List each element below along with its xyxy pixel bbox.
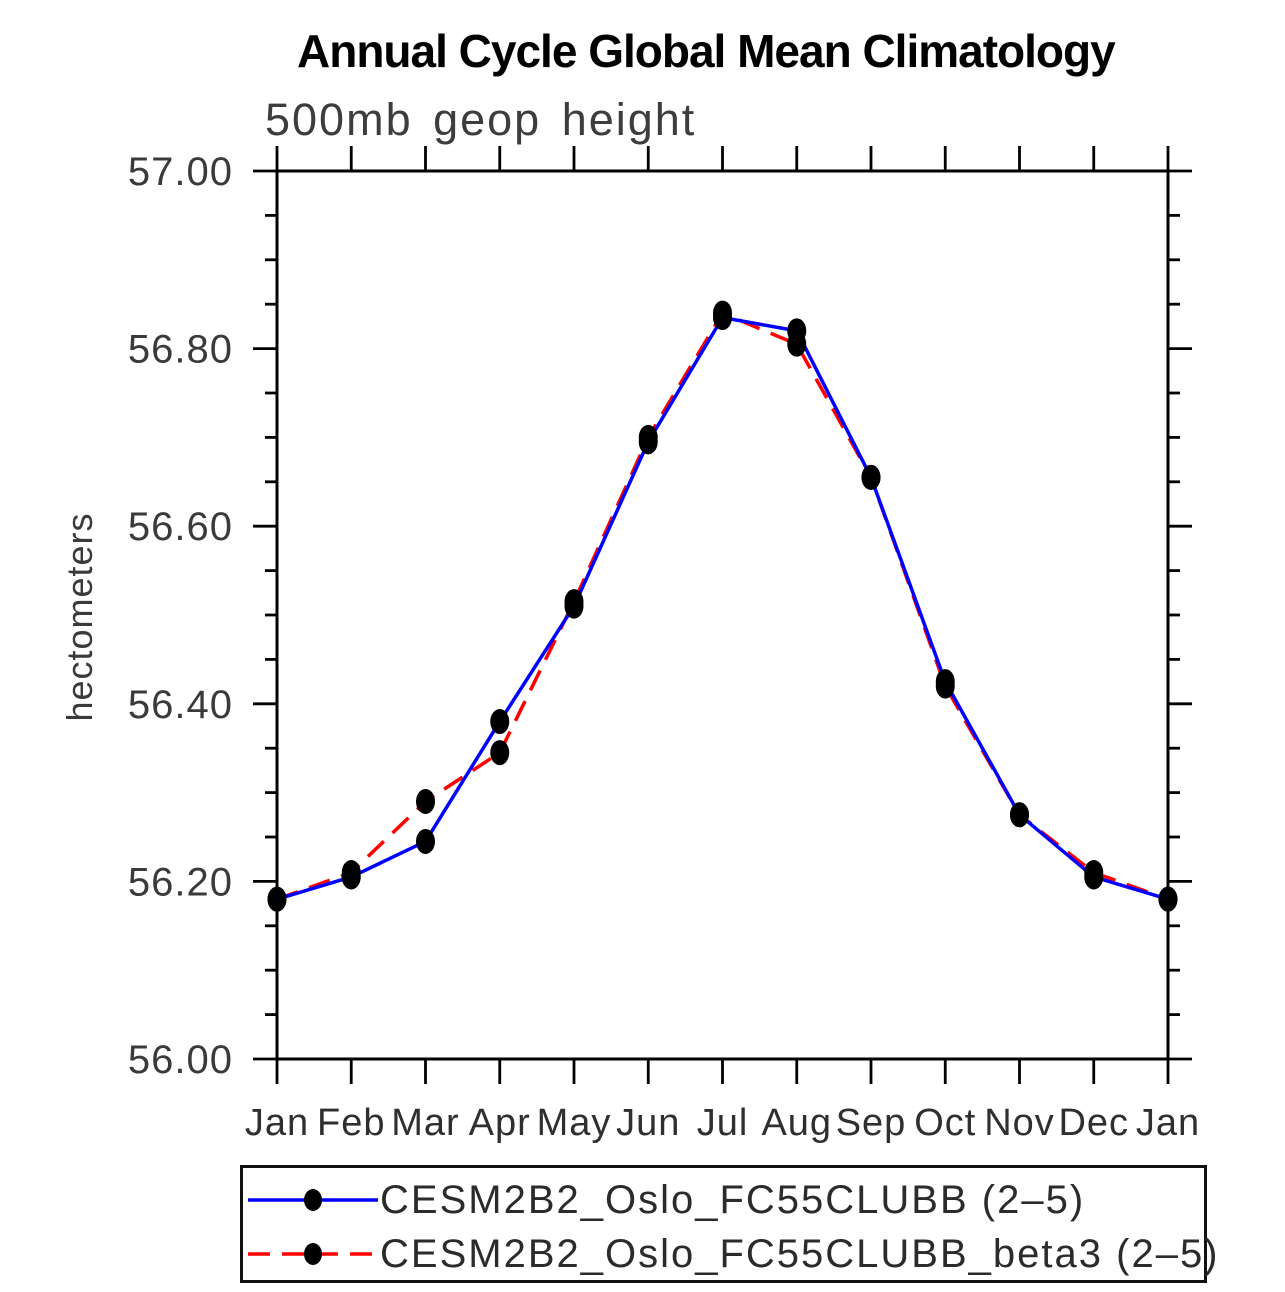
y-tick-label: 57.00 — [128, 150, 233, 194]
y-tick-label: 56.20 — [128, 860, 233, 904]
data-point-marker — [490, 740, 510, 766]
data-point-marker — [713, 300, 732, 326]
x-tick-label: Feb — [317, 1102, 385, 1144]
chart-title: Annual Cycle Global Mean Climatology — [297, 25, 1116, 77]
legend-label-blue: CESM2B2_Oslo_FC55CLUBB (2–5) — [380, 1177, 1086, 1222]
x-tick-label: Oct — [914, 1102, 976, 1144]
series-line-solid — [276, 315, 1169, 901]
y-tick-label: 56.40 — [128, 683, 233, 727]
x-tick-label: Aug — [761, 1102, 832, 1144]
data-point-marker — [490, 709, 510, 735]
legend-box: CESM2B2_Oslo_FC55CLUBB (2–5) CESM2B2_Osl… — [240, 1165, 1218, 1283]
legend-swatch-blue-solid-line — [248, 1189, 378, 1211]
data-point-marker — [787, 331, 807, 357]
x-tick-label: Dec — [1058, 1102, 1129, 1144]
data-point-marker — [861, 464, 881, 490]
x-tick-label: Mar — [391, 1102, 459, 1144]
y-axis-title: hectometers — [59, 512, 100, 721]
x-tick-label: Apr — [469, 1102, 531, 1144]
legend-swatch-red-dashed-line — [248, 1243, 378, 1265]
x-tick-label: Nov — [984, 1102, 1055, 1144]
y-tick-label: 56.60 — [128, 505, 233, 549]
data-point-marker — [1084, 860, 1104, 886]
legend-marker-dot — [304, 1189, 322, 1211]
data-point-marker — [935, 673, 955, 699]
x-tick-label: Jan — [245, 1102, 309, 1144]
data-point-marker — [1158, 886, 1178, 912]
legend-marker-dot — [304, 1243, 322, 1265]
x-tick-label: Jul — [697, 1102, 749, 1144]
chart-subtitle: 500mb geop height — [265, 94, 697, 145]
data-point-marker — [267, 886, 287, 912]
data-point-marker — [341, 860, 361, 886]
x-tick-label: Jan — [1136, 1102, 1200, 1144]
legend-item-blue: CESM2B2_Oslo_FC55CLUBB (2–5) — [248, 1176, 1085, 1224]
data-point-marker — [1010, 802, 1029, 828]
legend-item-red: CESM2B2_Oslo_FC55CLUBB_beta3 (2–5) — [248, 1230, 1220, 1278]
legend-label-red: CESM2B2_Oslo_FC55CLUBB_beta3 (2–5) — [380, 1231, 1220, 1276]
series-line-dashed — [276, 310, 1169, 901]
data-point-marker — [564, 589, 584, 615]
data-point-marker — [638, 424, 658, 450]
data-point-marker — [416, 828, 435, 854]
y-tick-label: 56.80 — [128, 328, 233, 372]
x-tick-label: May — [537, 1102, 612, 1144]
x-tick-label: Sep — [836, 1102, 907, 1144]
y-tick-label: 56.00 — [128, 1038, 233, 1082]
data-point-marker — [416, 788, 435, 814]
x-tick-label: Jun — [616, 1102, 680, 1144]
